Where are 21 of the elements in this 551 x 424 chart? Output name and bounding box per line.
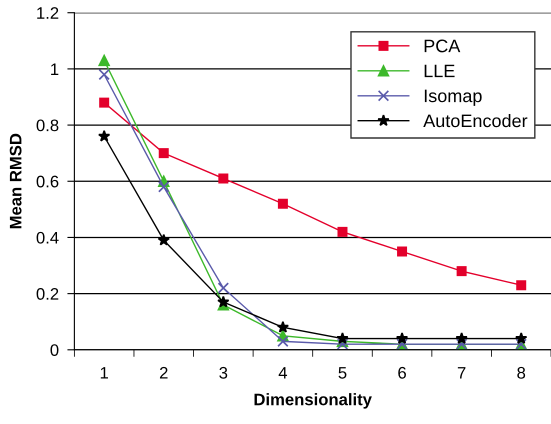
y-axis-title: Mean RMSD: [10, 134, 22, 228]
x-axis-title: Dimensionality: [254, 393, 372, 409]
x-tick-label: 1: [100, 367, 108, 379]
y-tick-label: 0.6: [36, 176, 58, 188]
x-tick-label: 3: [219, 366, 228, 379]
legend-label: Isomap: [424, 90, 482, 106]
x-tick-label: 2: [160, 366, 168, 379]
y-tick-label: 1: [51, 63, 58, 75]
y-tick-label: 0.2: [36, 288, 58, 300]
x-tick-label: 8: [517, 366, 526, 379]
legend-label: LLE: [424, 64, 455, 78]
y-tick-label: 0.8: [36, 119, 58, 132]
x-tick-label: 6: [398, 366, 406, 379]
x-tick-label: 7: [458, 367, 466, 379]
y-tick-label: 0.4: [36, 232, 59, 244]
y-tick-label: 0: [50, 344, 58, 356]
x-tick-label: 4: [278, 367, 288, 379]
legend-label: PCA: [424, 40, 460, 52]
x-tick-label: 5: [338, 367, 346, 379]
y-tick-label: 1.2: [37, 7, 58, 19]
legend-label: AutoEncoder: [423, 114, 528, 128]
